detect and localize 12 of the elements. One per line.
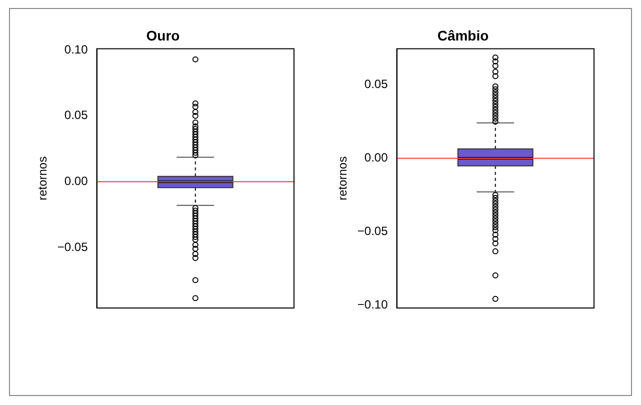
y-tick-label: 0.00 [364,150,388,165]
y-tick-label: 0.05 [64,108,88,122]
chart-title: Câmbio [437,27,489,44]
y-tick-label: −0.05 [357,224,388,238]
y-tick-label: 0.05 [364,77,388,92]
y-tick-label: −0.05 [57,240,88,254]
y-tick-label: 0.00 [64,174,88,188]
y-tick-label: −0.10 [357,297,388,312]
y-tick-label: 0.10 [64,42,88,56]
y-axis-title: retornos [336,156,350,200]
y-axis-title: retornos [36,156,50,200]
chart-title: Ouro [146,27,180,44]
